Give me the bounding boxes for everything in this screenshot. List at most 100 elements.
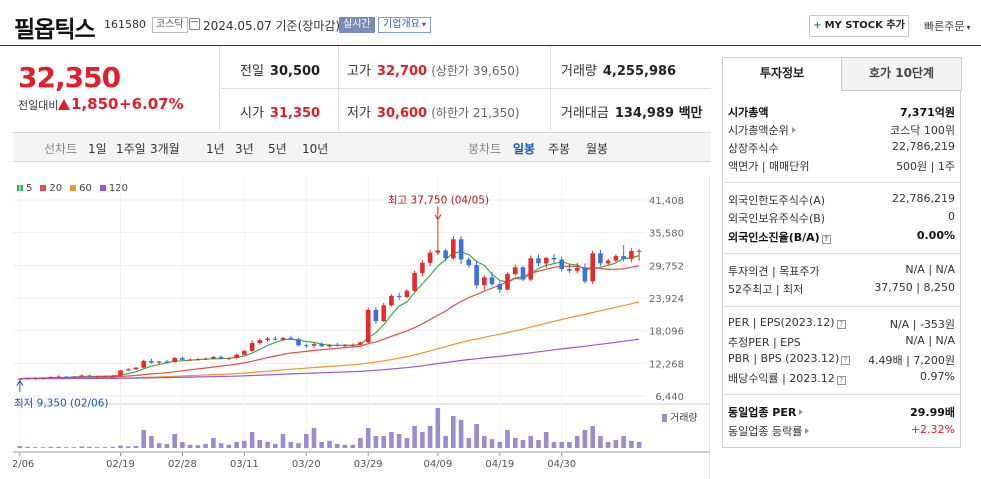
volume-bar	[412, 426, 417, 448]
tab-line-2[interactable]: 3개월	[150, 142, 180, 156]
volume-bar	[505, 430, 510, 448]
stock-name: 필옵틱스	[14, 17, 96, 43]
corp-overview-dropdown[interactable]: 기업개요 ▾	[378, 17, 431, 33]
invest-row: 배당수익률 | 2023.12? 0.97%	[728, 368, 955, 386]
chevron-right-icon[interactable]	[798, 408, 804, 416]
volume-bar	[551, 442, 557, 448]
candle-body	[71, 376, 77, 378]
candle-body	[218, 357, 224, 359]
candlestick-chart[interactable]: 41,408 35,580 29,752 23,924 18,096 12,268 6,44…	[13, 176, 710, 479]
volume-bar	[56, 446, 61, 448]
invest-row-value: 22,786,219	[892, 192, 955, 205]
legend-label: 60	[79, 183, 92, 194]
candle-body	[156, 361, 162, 363]
candle-body	[443, 250, 448, 259]
volume-bar	[133, 446, 139, 448]
candle-body	[559, 259, 564, 269]
candle-body	[118, 370, 123, 376]
candle-body	[187, 359, 193, 361]
volume-bar	[396, 434, 402, 448]
tab-line-1[interactable]: 1주일	[116, 142, 146, 156]
tab-line-4[interactable]: 3년	[235, 142, 254, 156]
volume-bar	[636, 442, 642, 448]
section-divider	[723, 306, 960, 307]
volume-bar	[536, 440, 541, 448]
candle-body	[234, 354, 239, 359]
volume-bar	[288, 442, 294, 448]
price-stats: 전일 30,500 고가 32,700 (상한가 39,650) 거래량 4,255,…	[221, 46, 711, 130]
help-icon[interactable]: ?	[836, 320, 846, 329]
volume-bar	[234, 442, 239, 448]
tab-line-5[interactable]: 5년	[268, 142, 287, 156]
my-stock-add-button[interactable]: + MY STOCK 추가	[809, 15, 909, 37]
candle-body	[590, 253, 595, 282]
invest-row-value: 0.97%	[920, 370, 955, 383]
help-icon[interactable]: ?	[841, 356, 851, 365]
invest-row-label: 투자의견 | 목표주가	[728, 265, 820, 278]
stat-volume: 거래량 4,255,986	[561, 60, 676, 79]
volume-bar	[513, 438, 518, 448]
volume-bar	[528, 436, 533, 448]
candle-body	[195, 359, 201, 361]
volume-bar	[334, 444, 340, 448]
stat-label: 고가	[347, 64, 371, 79]
tab-line-6[interactable]: 10년	[302, 142, 329, 156]
candle-body	[319, 344, 324, 347]
candle-body	[110, 375, 115, 377]
candle-body	[102, 376, 108, 377]
tab-invest-info[interactable]: 투자정보	[722, 58, 842, 91]
stat-value: 32,700	[376, 64, 428, 79]
chevron-right-icon[interactable]	[791, 126, 797, 134]
y-tick-label: 29,752	[649, 261, 684, 272]
volume-bar	[365, 428, 371, 448]
volume-bar	[164, 444, 170, 448]
volume-bar	[71, 447, 77, 448]
stat-prev-close: 전일 30,500	[240, 60, 320, 79]
volume-bar	[613, 440, 619, 448]
volume-bar	[311, 428, 317, 448]
candle-body	[513, 267, 518, 274]
divider	[221, 88, 711, 89]
candle-body	[133, 367, 139, 370]
stat-value: 31,350	[269, 106, 321, 121]
invest-row: PBR | BPS (2023.12)? 4.49배 | 7,200원	[728, 350, 955, 368]
tab-candle-2[interactable]: 월봉	[586, 142, 609, 156]
volume-bar	[420, 432, 425, 448]
candle-body	[598, 253, 603, 264]
y-tick-label: 41,408	[649, 196, 684, 207]
volume-bar	[180, 442, 185, 448]
help-icon[interactable]: ?	[821, 235, 831, 244]
candle-body	[412, 272, 417, 291]
invest-row: 시가총액순위 코스닥 100위	[728, 120, 955, 138]
candle-body	[613, 256, 619, 261]
max-label: 최고 37,750 (04/05)	[388, 195, 489, 207]
invest-row: 외국인보유주식수(B) 0	[728, 208, 955, 226]
stat-label: 시가	[240, 106, 264, 121]
tab-line-3[interactable]: 1년	[206, 142, 225, 156]
stat-label: 거래량	[561, 64, 597, 79]
invest-row-label: 동일업종 PER	[728, 404, 804, 420]
realtime-button[interactable]: 실시간	[339, 17, 375, 33]
volume-bar	[64, 447, 69, 448]
volume-bar	[381, 436, 386, 448]
stat-value: 4,255,986	[602, 64, 677, 79]
market-badge: 코스닥	[152, 17, 188, 33]
invest-row-value: 4.49배 | 7,200원	[868, 354, 955, 367]
tab-candle-0[interactable]: 일봉	[513, 142, 536, 156]
quick-order-dropdown[interactable]: 빠른주문 ▾	[924, 18, 971, 34]
tab-line-0[interactable]: 1일	[88, 142, 107, 156]
candle-body	[373, 309, 379, 322]
invest-row: 투자의견 | 목표주가 N/A | N/A	[728, 261, 955, 279]
stat-value: 30,600	[376, 106, 428, 121]
help-icon[interactable]: ?	[836, 376, 846, 385]
volume-bar	[141, 430, 146, 448]
volume-bar	[605, 442, 611, 448]
volume-bar	[195, 445, 201, 448]
chevron-right-icon[interactable]	[804, 427, 810, 435]
volume-bar	[574, 436, 580, 448]
header-divider	[0, 45, 981, 46]
tab-candle-1[interactable]: 주봉	[548, 142, 571, 156]
tab-orderbook[interactable]: 호가 10단계	[842, 58, 962, 91]
volume-bar	[296, 443, 301, 448]
x-tick-label: 04/09	[423, 459, 452, 470]
